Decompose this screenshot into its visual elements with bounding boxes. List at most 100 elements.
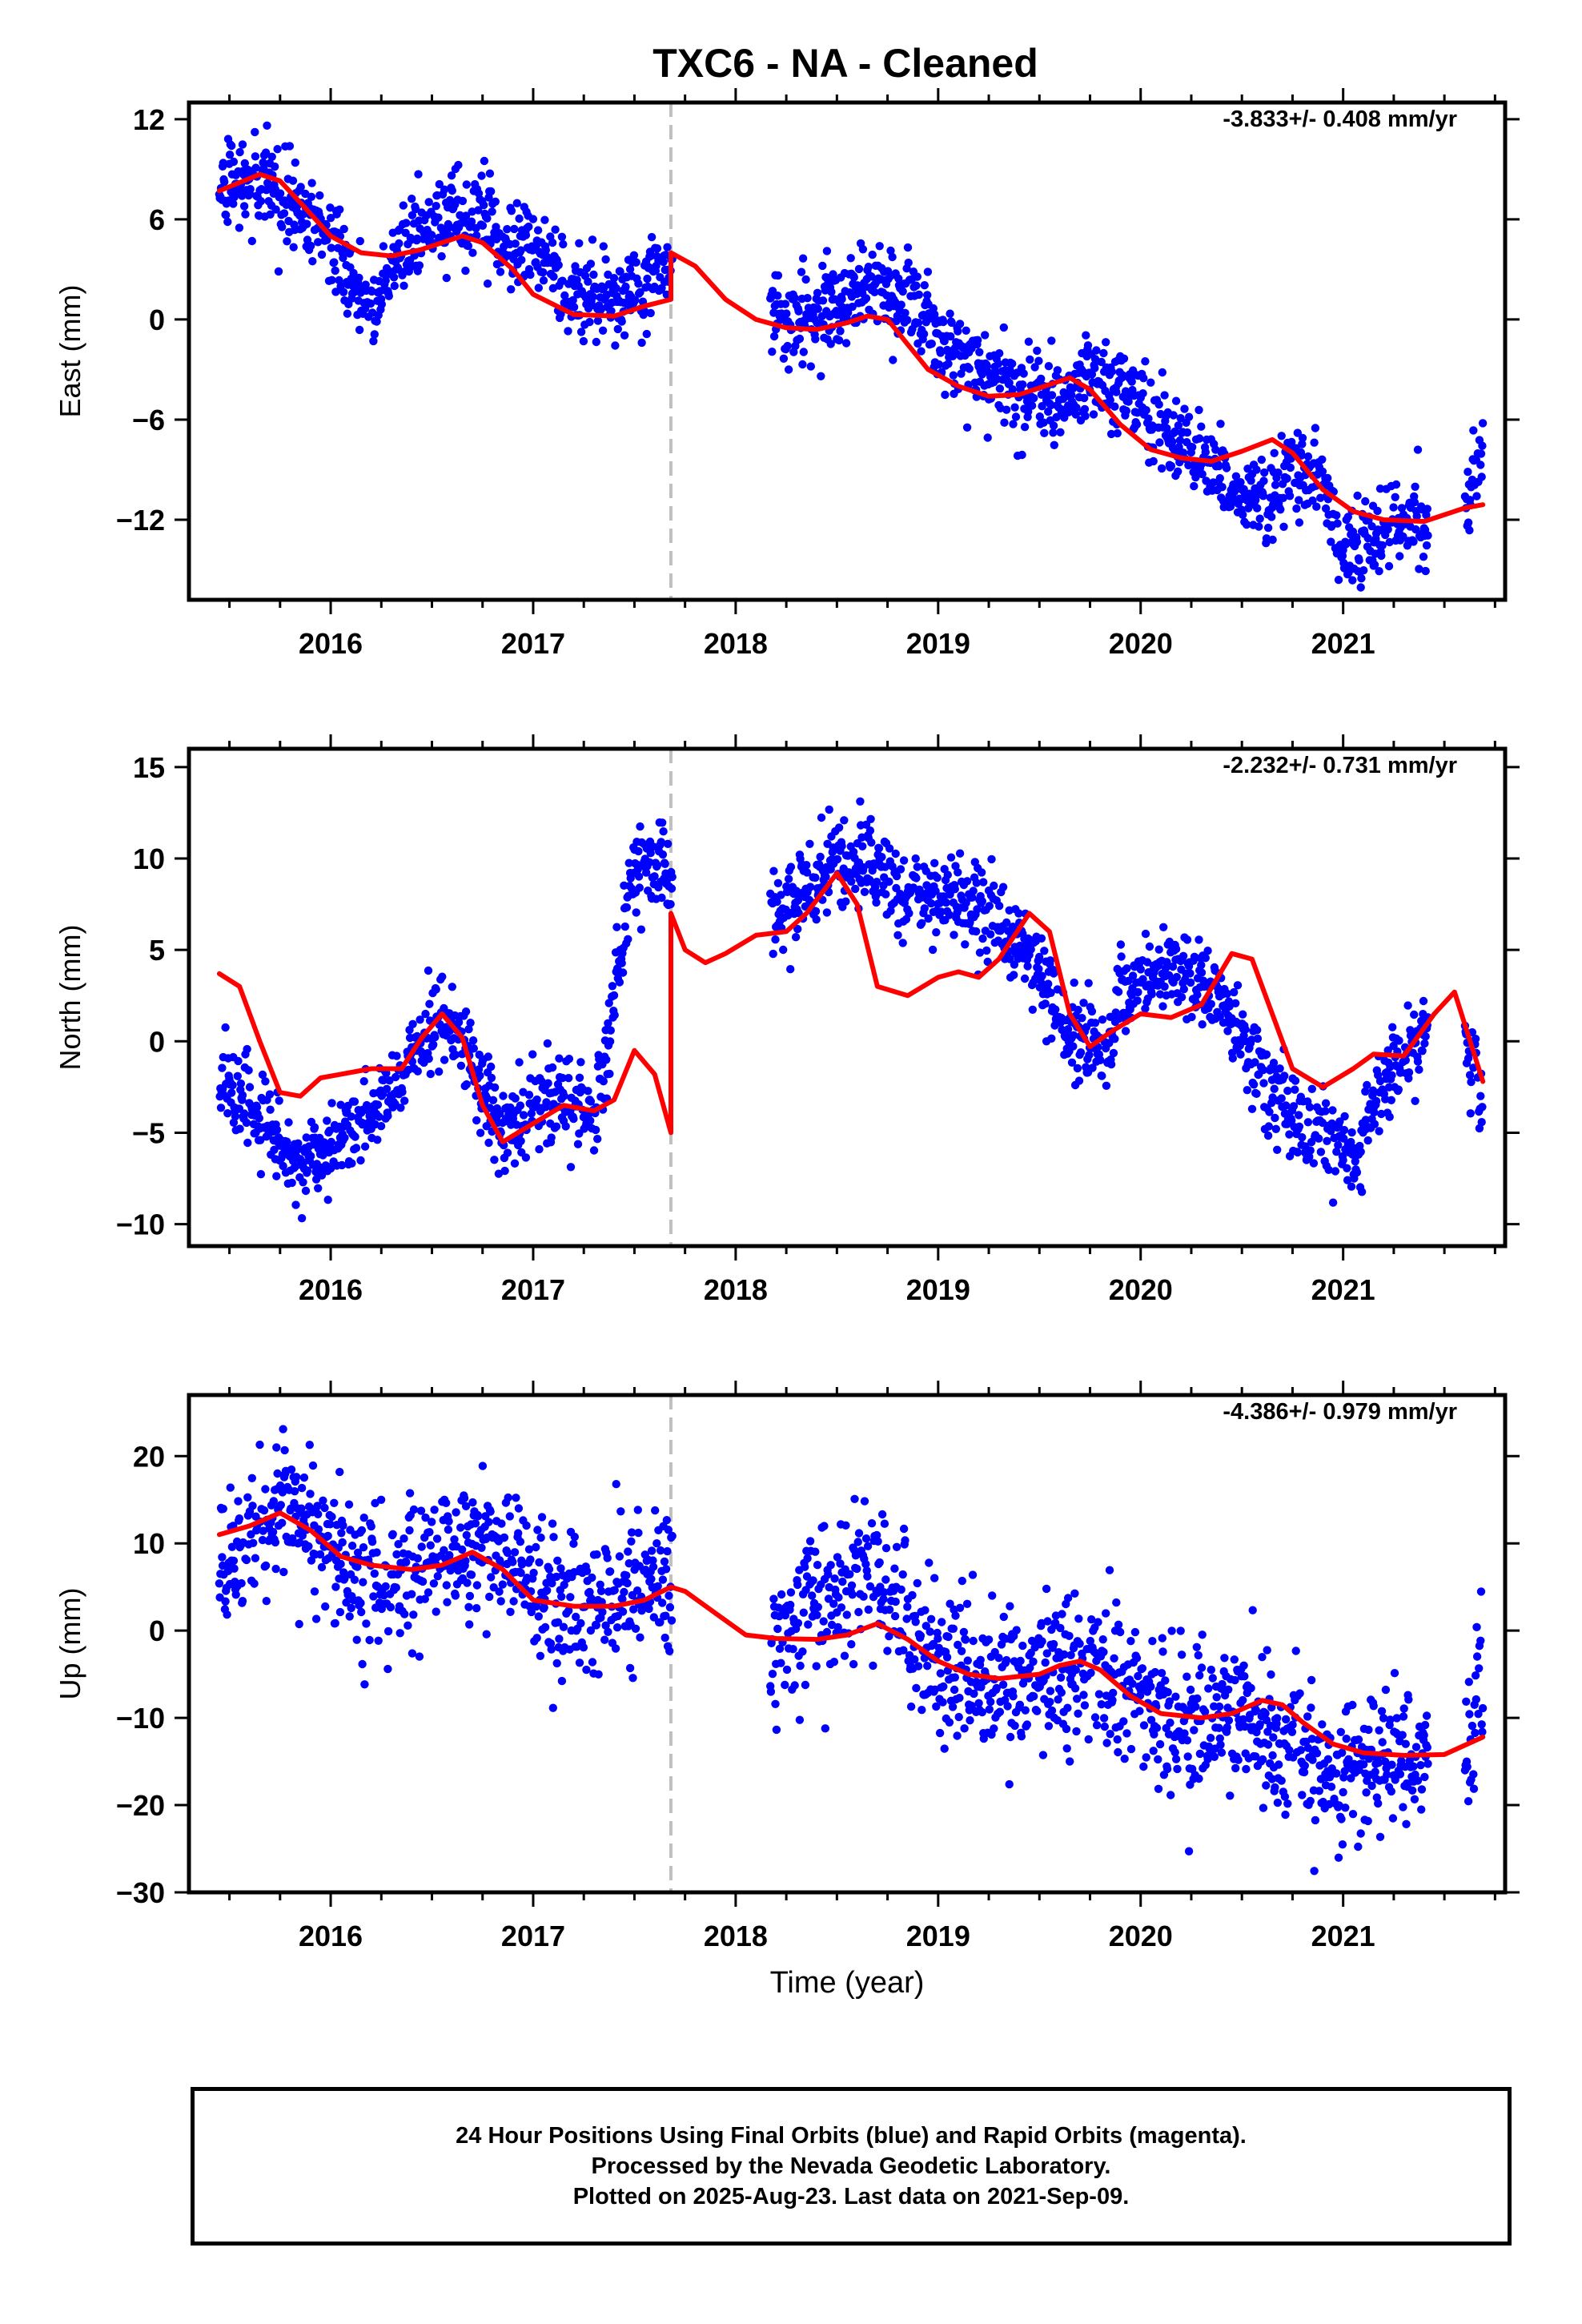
data-point	[1072, 1727, 1081, 1736]
data-point	[978, 934, 987, 943]
data-point	[618, 1607, 628, 1616]
data-point	[820, 1522, 829, 1530]
data-point	[802, 868, 812, 877]
data-point	[982, 946, 991, 955]
data-point	[939, 1682, 948, 1691]
data-point	[632, 908, 640, 917]
data-point	[477, 171, 486, 180]
data-point	[1333, 519, 1342, 528]
data-point	[658, 850, 668, 859]
data-point	[768, 348, 777, 356]
data-point	[432, 985, 440, 994]
data-point	[833, 854, 842, 864]
data-point	[356, 1598, 365, 1607]
data-point	[405, 1489, 415, 1498]
plot-area	[215, 749, 1487, 1246]
data-point	[1363, 533, 1372, 543]
data-point	[1168, 437, 1177, 446]
data-point	[223, 217, 232, 227]
data-point	[817, 813, 826, 822]
data-point	[585, 1587, 594, 1597]
data-point	[1182, 935, 1192, 944]
data-point	[1233, 981, 1243, 990]
data-point	[803, 294, 812, 303]
data-point	[1080, 404, 1090, 414]
data-point	[516, 1568, 525, 1578]
data-point	[237, 1578, 246, 1588]
data-point	[1353, 491, 1362, 501]
data-point	[596, 1580, 604, 1590]
data-point	[311, 1614, 321, 1623]
data-point	[426, 1541, 435, 1550]
data-point	[347, 1159, 356, 1168]
data-point	[359, 1514, 368, 1522]
data-point	[954, 1640, 962, 1650]
data-point	[880, 1588, 889, 1597]
data-point	[1147, 990, 1156, 999]
data-point	[1037, 374, 1046, 384]
data-point	[1332, 511, 1341, 520]
data-point	[1347, 1137, 1355, 1147]
data-point	[305, 1441, 314, 1449]
data-point	[799, 348, 808, 356]
data-point	[381, 276, 390, 285]
data-point	[847, 877, 856, 887]
data-point	[1146, 378, 1155, 387]
data-point	[652, 244, 662, 253]
data-point	[873, 1530, 881, 1540]
data-point	[310, 1587, 319, 1596]
data-point	[432, 1607, 440, 1616]
data-point	[546, 1572, 555, 1582]
data-point	[516, 246, 525, 255]
data-point	[1175, 436, 1185, 445]
data-point	[521, 231, 531, 239]
data-point	[1295, 518, 1304, 527]
data-point	[1157, 464, 1166, 473]
data-point	[779, 354, 789, 363]
data-point	[339, 1521, 347, 1530]
data-point	[625, 265, 635, 274]
data-point	[526, 270, 535, 279]
data-point	[503, 225, 512, 234]
data-point	[303, 1166, 312, 1175]
data-point	[784, 365, 793, 374]
data-point	[564, 1606, 573, 1615]
data-point	[307, 192, 316, 201]
data-point	[1006, 1602, 1014, 1610]
data-point	[601, 255, 610, 264]
data-point	[543, 1039, 552, 1048]
data-point	[903, 243, 913, 252]
data-point	[1174, 421, 1183, 430]
data-point	[1182, 1736, 1192, 1745]
data-point	[1047, 1034, 1056, 1043]
data-point	[806, 362, 815, 371]
data-point	[783, 341, 792, 351]
data-point	[1090, 1713, 1100, 1722]
data-point	[1027, 401, 1037, 410]
data-point	[1179, 985, 1189, 994]
data-point	[1198, 469, 1207, 479]
daily-points-up	[215, 1425, 1488, 1876]
data-point	[371, 1498, 379, 1508]
data-point	[1049, 428, 1058, 437]
data-point	[240, 159, 249, 168]
data-point	[251, 152, 260, 161]
data-point	[1289, 1102, 1299, 1111]
data-point	[837, 1603, 846, 1612]
data-point	[1010, 403, 1019, 412]
data-point	[336, 1100, 345, 1109]
data-point	[296, 183, 305, 191]
data-point	[1086, 1668, 1095, 1678]
data-point	[235, 1124, 244, 1133]
data-point	[1114, 987, 1123, 996]
data-point	[542, 1098, 551, 1107]
data-point	[509, 1597, 518, 1606]
data-point	[465, 1620, 474, 1629]
data-point	[1378, 541, 1387, 550]
data-point	[656, 1546, 665, 1555]
data-point	[1161, 1676, 1170, 1685]
data-point	[1070, 1684, 1080, 1693]
data-point	[1162, 958, 1171, 967]
data-point	[611, 341, 620, 350]
data-point	[408, 1649, 417, 1658]
